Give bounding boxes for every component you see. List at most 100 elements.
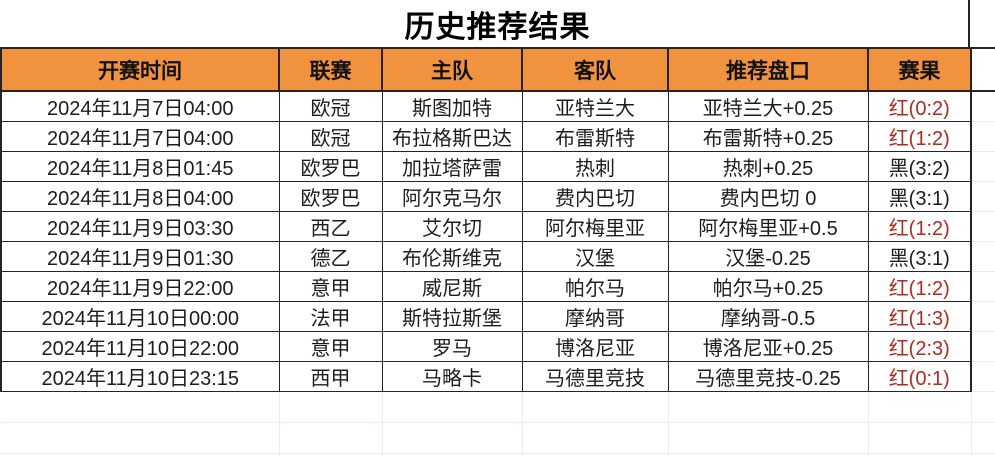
- col-header-handicap[interactable]: 推荐盘口: [667, 47, 869, 92]
- cell-result[interactable]: 红(0:2): [867, 90, 972, 122]
- result-text: 红(2:3): [888, 338, 950, 360]
- cell-away-team[interactable]: 费内巴切: [521, 181, 669, 212]
- cell-time[interactable]: 2024年11月7日04:00: [0, 90, 280, 122]
- table-row: 2024年11月8日01:45 欧罗巴 加拉塔萨雷 热刺 热刺+0.25 黑(3…: [0, 151, 995, 182]
- cell-away-team[interactable]: 帕尔马: [521, 271, 669, 302]
- cell-home-team[interactable]: 罗马: [381, 331, 523, 362]
- result-text: 红(1:2): [888, 278, 950, 300]
- cell-home-team[interactable]: 斯特拉斯堡: [381, 301, 523, 332]
- cell-result[interactable]: 红(1:2): [867, 121, 972, 152]
- cell-home-team[interactable]: 布拉格斯巴达: [381, 121, 523, 152]
- cell-away-team[interactable]: 汉堡: [521, 241, 669, 272]
- cell-away-team[interactable]: 热刺: [521, 151, 669, 182]
- cell-league[interactable]: 欧罗巴: [278, 181, 383, 212]
- cell-league[interactable]: 西甲: [278, 361, 383, 392]
- cell-league[interactable]: 意甲: [278, 331, 383, 362]
- empty-cell: [970, 301, 995, 332]
- cell-handicap[interactable]: 汉堡-0.25: [667, 241, 869, 272]
- cell-home-team[interactable]: 布伦斯维克: [381, 241, 523, 272]
- cell-handicap[interactable]: 马德里竞技-0.25: [667, 361, 869, 392]
- cell-time[interactable]: 2024年11月9日03:30: [0, 211, 280, 242]
- table-row: 2024年11月10日22:00 意甲 罗马 博洛尼亚 博洛尼亚+0.25 红(…: [0, 331, 995, 362]
- table-row: 2024年11月9日01:30 德乙 布伦斯维克 汉堡 汉堡-0.25 黑(3:…: [0, 241, 995, 272]
- cell-away-team[interactable]: 阿尔梅里亚: [521, 211, 669, 242]
- cell-result[interactable]: 红(2:3): [867, 331, 972, 362]
- cell-home-team[interactable]: 艾尔切: [381, 211, 523, 242]
- table-row: 2024年11月8日04:00 欧罗巴 阿尔克马尔 费内巴切 费内巴切 0 黑(…: [0, 181, 995, 212]
- empty-cell: [667, 391, 869, 423]
- cell-handicap[interactable]: 费内巴切 0: [667, 181, 869, 212]
- cell-time[interactable]: 2024年11月9日22:00: [0, 271, 280, 302]
- header-row: 开赛时间 联赛 主队 客队 推荐盘口 赛果: [0, 47, 995, 92]
- table-row: 2024年11月9日22:00 意甲 威尼斯 帕尔马 帕尔马+0.25 红(1:…: [0, 271, 995, 302]
- empty-cell: [970, 422, 995, 454]
- col-header-home-team[interactable]: 主队: [381, 47, 523, 92]
- cell-result[interactable]: 黑(3:2): [867, 151, 972, 182]
- cell-home-team[interactable]: 加拉塔萨雷: [381, 151, 523, 182]
- cell-handicap[interactable]: 阿尔梅里亚+0.5: [667, 211, 869, 242]
- cell-away-team[interactable]: 博洛尼亚: [521, 331, 669, 362]
- empty-cell: [867, 391, 972, 423]
- cell-time[interactable]: 2024年11月10日22:00: [0, 331, 280, 362]
- cell-away-team[interactable]: 布雷斯特: [521, 121, 669, 152]
- cell-home-team[interactable]: 斯图加特: [381, 90, 523, 122]
- cell-home-team[interactable]: 威尼斯: [381, 271, 523, 302]
- cell-result[interactable]: 黑(3:1): [867, 241, 972, 272]
- cell-handicap[interactable]: 摩纳哥-0.5: [667, 301, 869, 332]
- cell-league[interactable]: 法甲: [278, 301, 383, 332]
- cell-result[interactable]: 红(1:2): [867, 211, 972, 242]
- cell-league[interactable]: 德乙: [278, 241, 383, 272]
- cell-result[interactable]: 红(0:1): [867, 361, 972, 392]
- result-text: 黑(3:1): [888, 248, 950, 270]
- cell-league[interactable]: 意甲: [278, 271, 383, 302]
- empty-cell: [1, 422, 280, 454]
- col-header-start-time[interactable]: 开赛时间: [0, 47, 280, 92]
- cell-handicap[interactable]: 博洛尼亚+0.25: [667, 331, 869, 362]
- cell-league[interactable]: 欧冠: [278, 121, 383, 152]
- result-text: 黑(3:2): [888, 158, 950, 180]
- empty-cell: [970, 391, 995, 423]
- cell-away-team[interactable]: 摩纳哥: [521, 301, 669, 332]
- empty-cell: [970, 181, 995, 212]
- result-text: 红(1:2): [888, 128, 950, 150]
- cell-time[interactable]: 2024年11月8日04:00: [0, 181, 280, 212]
- empty-cell: [970, 211, 995, 242]
- empty-cell: [970, 151, 995, 182]
- cell-home-team[interactable]: 马略卡: [381, 361, 523, 392]
- cell-result[interactable]: 红(1:2): [867, 271, 972, 302]
- results-table: 开赛时间 联赛 主队 客队 推荐盘口 赛果 2024年11月7日04:00 欧冠…: [0, 47, 995, 456]
- cell-handicap[interactable]: 布雷斯特+0.25: [667, 121, 869, 152]
- result-text: 红(1:2): [888, 218, 950, 240]
- cell-time[interactable]: 2024年11月9日01:30: [0, 241, 280, 272]
- cell-away-team[interactable]: 马德里竞技: [521, 361, 669, 392]
- cell-home-team[interactable]: 阿尔克马尔: [381, 181, 523, 212]
- col-header-away-team[interactable]: 客队: [521, 47, 669, 92]
- cell-time[interactable]: 2024年11月10日00:00: [0, 301, 280, 332]
- cell-time[interactable]: 2024年11月8日01:45: [0, 151, 280, 182]
- table-row: 2024年11月7日04:00 欧冠 布拉格斯巴达 布雷斯特 布雷斯特+0.25…: [0, 121, 995, 152]
- result-text: 红(0:1): [888, 368, 950, 390]
- empty-cell: [970, 90, 995, 122]
- cell-league[interactable]: 欧冠: [278, 90, 383, 122]
- empty-cell: [970, 453, 995, 456]
- empty-row: [1, 391, 995, 423]
- result-text: 黑(3:1): [888, 188, 950, 210]
- cell-time[interactable]: 2024年11月7日04:00: [0, 121, 280, 152]
- cell-result[interactable]: 红(1:3): [867, 301, 972, 332]
- cell-result[interactable]: 黑(3:1): [867, 181, 972, 212]
- cell-time[interactable]: 2024年11月10日23:15: [0, 361, 280, 392]
- cell-league[interactable]: 西乙: [278, 211, 383, 242]
- empty-cell: [970, 331, 995, 362]
- empty-cell: [970, 121, 995, 152]
- cell-league[interactable]: 欧罗巴: [278, 151, 383, 182]
- cell-handicap[interactable]: 帕尔马+0.25: [667, 271, 869, 302]
- empty-cell: [521, 422, 669, 454]
- col-header-league[interactable]: 联赛: [278, 47, 383, 92]
- table-row: 2024年11月10日23:15 西甲 马略卡 马德里竞技 马德里竞技-0.25…: [0, 361, 995, 392]
- col-header-result[interactable]: 赛果: [867, 47, 972, 92]
- cell-handicap[interactable]: 热刺+0.25: [667, 151, 869, 182]
- cell-handicap[interactable]: 亚特兰大+0.25: [667, 90, 869, 122]
- cell-away-team[interactable]: 亚特兰大: [521, 90, 669, 122]
- result-text: 红(0:2): [888, 98, 950, 120]
